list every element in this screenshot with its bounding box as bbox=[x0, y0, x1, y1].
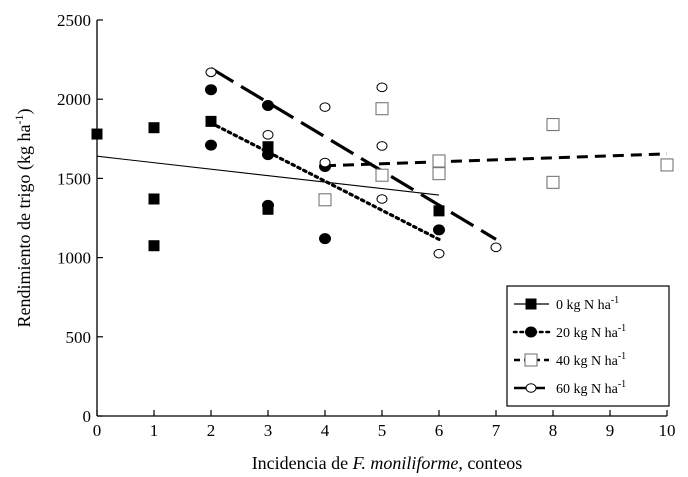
y-tick-label: 1500 bbox=[57, 169, 91, 188]
data-point-series-2 bbox=[375, 102, 389, 116]
data-point-series-1 bbox=[205, 84, 217, 96]
data-point-series-1 bbox=[205, 139, 217, 151]
y-tick-label: 2500 bbox=[57, 11, 91, 30]
legend-label-sup: -1 bbox=[618, 351, 626, 362]
data-points bbox=[91, 67, 674, 259]
y-axis-title: Rendimiento de trigo (kg ha-1) bbox=[12, 109, 35, 328]
y-tick-label: 1000 bbox=[57, 249, 91, 268]
legend-label-3: 60 kg N ha-1 bbox=[556, 379, 626, 397]
x-tick-label: 5 bbox=[378, 421, 387, 440]
data-point-series-3 bbox=[490, 242, 502, 253]
y-axis-title-part: Rendimiento de trigo (kg ha bbox=[14, 125, 35, 328]
legend-marker-0 bbox=[525, 298, 537, 310]
trend-line-series-2 bbox=[324, 152, 668, 168]
data-point-series-3 bbox=[433, 248, 445, 259]
legend: 0 kg N ha-120 kg N ha-140 kg N ha-160 kg… bbox=[506, 285, 670, 407]
x-axis-title-part: Incidencia de bbox=[252, 453, 353, 473]
data-point-series-2 bbox=[546, 117, 560, 132]
legend-label-text: 60 kg N ha bbox=[556, 382, 619, 397]
y-axis-title-part: ) bbox=[14, 109, 35, 115]
x-tick-label: 2 bbox=[207, 421, 216, 440]
y-axis-title-part: -1 bbox=[12, 115, 26, 125]
legend-label-sup: -1 bbox=[618, 379, 626, 390]
y-tick-label: 500 bbox=[66, 328, 92, 347]
data-point-series-0 bbox=[91, 128, 103, 140]
axes: 0 500 1000 1500 2000 2500 0 1 2 3 4 5 6 7 8 9 10 Incidenc… bbox=[12, 11, 676, 473]
x-tick-label: 0 bbox=[93, 421, 102, 440]
data-point-series-3 bbox=[319, 102, 331, 112]
data-point-series-2 bbox=[432, 154, 446, 168]
trend-lines bbox=[96, 66, 668, 241]
x-tick-label: 7 bbox=[492, 421, 501, 440]
legend-marker-2 bbox=[524, 353, 538, 367]
x-axis-title-part: , conteos bbox=[458, 453, 522, 473]
data-point-series-1 bbox=[262, 149, 274, 161]
legend-label-text: 40 kg N ha bbox=[556, 354, 619, 369]
data-point-series-1 bbox=[319, 233, 331, 245]
data-point-series-2 bbox=[546, 175, 560, 189]
legend-label-text: 0 kg N ha bbox=[556, 298, 612, 313]
legend-marker-3 bbox=[525, 383, 537, 393]
data-point-series-2 bbox=[318, 193, 332, 207]
data-point-series-2 bbox=[432, 167, 446, 181]
x-tick-label: 6 bbox=[435, 421, 444, 440]
trend-line-series-1 bbox=[209, 121, 441, 241]
y-tick-label: 0 bbox=[83, 407, 92, 426]
legend-label-1: 20 kg N ha-1 bbox=[556, 323, 626, 341]
data-point-series-3 bbox=[319, 157, 331, 168]
x-axis-title: Incidencia de F. moniliforme, conteos bbox=[252, 453, 523, 473]
data-point-series-0 bbox=[205, 115, 217, 127]
trend-line-series-3 bbox=[210, 66, 497, 241]
data-point-series-3 bbox=[376, 141, 388, 151]
legend-label-sup: -1 bbox=[618, 323, 626, 334]
x-axis-title-part: F. moniliforme bbox=[352, 453, 459, 473]
data-point-series-0 bbox=[262, 141, 274, 153]
data-point-series-2 bbox=[660, 158, 674, 172]
legend-label-text: 20 kg N ha bbox=[556, 326, 619, 341]
data-point-series-0 bbox=[433, 205, 445, 217]
data-point-series-1 bbox=[262, 100, 274, 112]
data-point-series-3 bbox=[376, 82, 388, 93]
data-point-series-3 bbox=[205, 67, 217, 78]
x-tick-label: 4 bbox=[321, 421, 330, 440]
data-point-series-3 bbox=[376, 194, 388, 204]
legend-label-2: 40 kg N ha-1 bbox=[556, 351, 626, 369]
data-point-series-0 bbox=[148, 122, 160, 134]
legend-marker-1 bbox=[525, 326, 537, 338]
data-point-series-1 bbox=[433, 224, 445, 236]
data-point-series-3 bbox=[262, 130, 274, 140]
data-point-series-0 bbox=[148, 193, 160, 205]
x-tick-label: 1 bbox=[150, 421, 159, 440]
legend-label-sup: -1 bbox=[611, 295, 619, 306]
legend-label-0: 0 kg N ha-1 bbox=[556, 295, 619, 313]
x-tick-label: 10 bbox=[659, 421, 676, 440]
data-point-series-0 bbox=[148, 240, 160, 252]
trend-line-series-0 bbox=[96, 155, 440, 196]
x-tick-label: 3 bbox=[264, 421, 273, 440]
data-point-series-1 bbox=[262, 199, 274, 211]
data-point-series-2 bbox=[375, 168, 389, 182]
x-tick-label: 9 bbox=[606, 421, 615, 440]
x-tick-label: 8 bbox=[549, 421, 558, 440]
y-tick-label: 2000 bbox=[57, 90, 91, 109]
